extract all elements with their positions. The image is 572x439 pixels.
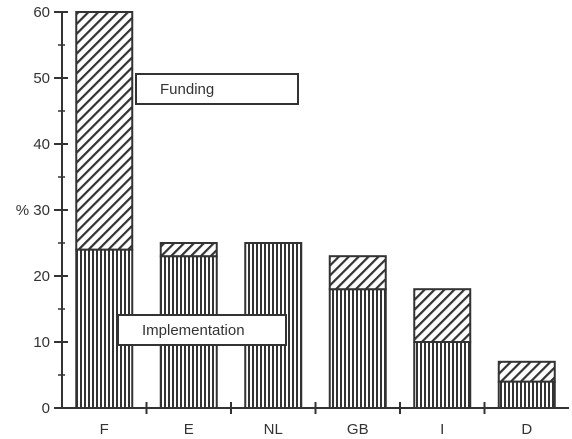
bar-funding [328, 255, 387, 291]
y-tick-label: 50 [33, 70, 50, 87]
legend-box [135, 73, 299, 105]
x-axis: F E NL GB I D [54, 402, 569, 438]
y-tick-label: 0 [42, 400, 50, 417]
bar-funding [159, 242, 218, 258]
bar-funding [413, 288, 472, 344]
x-tick-label: D [521, 421, 532, 438]
x-tick-label: GB [347, 421, 369, 438]
bar-implementation [497, 380, 556, 410]
y-tick-label: 20 [33, 268, 50, 285]
x-tick-label: I [440, 421, 444, 438]
bar-implementation [328, 288, 387, 410]
y-tick-label: 40 [33, 136, 50, 153]
legend: Funding Implementation [117, 73, 299, 346]
y-tick-label: % 30 [16, 202, 50, 219]
legend-label: Implementation [142, 322, 245, 339]
bars [75, 11, 556, 410]
bar-implementation [413, 341, 472, 409]
y-tick-label: 10 [33, 334, 50, 351]
bar-funding [497, 360, 556, 383]
y-axis: 0 10 20 % 30 40 50 60 [16, 4, 68, 417]
legend-label: Funding [160, 81, 214, 98]
bar-funding [75, 11, 134, 251]
x-tick-label: F [100, 421, 109, 438]
x-tick-label: NL [264, 421, 283, 438]
x-tick-label: E [184, 421, 194, 438]
y-tick-label: 60 [33, 4, 50, 21]
legend-box [117, 314, 287, 346]
